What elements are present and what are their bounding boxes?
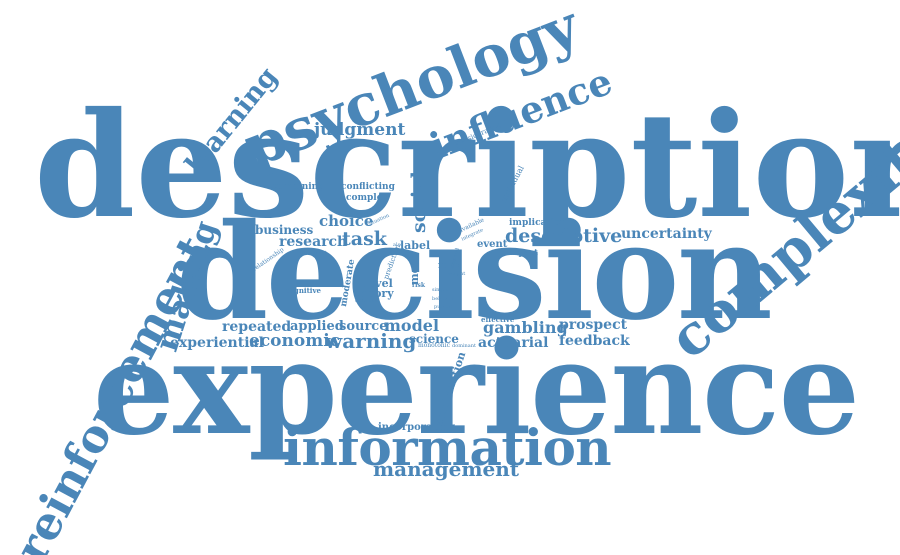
word-task: task: [342, 228, 387, 250]
word-pursuit: pursuit: [434, 304, 453, 310]
word-label: label: [400, 239, 431, 252]
word-applied: applied: [290, 319, 344, 334]
word-gambling: gambling: [483, 318, 568, 337]
word-descriptive: descriptive: [505, 225, 623, 247]
word-event: event: [477, 239, 508, 250]
word-description: description: [34, 81, 900, 251]
word-simple: simple: [432, 287, 449, 293]
word-uncertainty: uncertainty: [621, 226, 712, 242]
word-level: level: [364, 277, 393, 290]
word-behavior: behavior: [432, 296, 455, 302]
word-impact: impact: [507, 247, 538, 257]
word-feedback: feedback: [559, 333, 630, 349]
word-research: research: [279, 234, 348, 250]
word-implication: implication: [509, 218, 567, 228]
word-conflicting: conflicting: [341, 182, 395, 192]
word-incorporating: incorporating: [378, 422, 456, 433]
word-experiment: experiment: [298, 250, 327, 256]
word-business: business: [255, 223, 314, 237]
word-effective: effective: [481, 315, 515, 324]
word-social: social: [408, 171, 430, 233]
word-dominant: dominant: [452, 343, 476, 349]
word-weight: weight: [448, 271, 466, 277]
word-cognitive: cognitive: [285, 286, 321, 295]
word-monotonic: monotonic: [418, 342, 450, 349]
word-experience: experience: [93, 314, 860, 464]
word-combining: combining: [271, 182, 325, 192]
word-more: more: [408, 253, 421, 285]
word-prospect: prospect: [559, 317, 628, 333]
word-risk: risk: [412, 282, 425, 289]
word-decision: decision: [176, 195, 773, 350]
word-model: model: [384, 316, 440, 335]
word-science: science: [409, 332, 459, 346]
word-theory: theory: [354, 287, 394, 300]
word-also: also: [393, 242, 404, 248]
word-repeated: repeated: [222, 319, 292, 335]
word-source: source: [339, 319, 388, 334]
word-experiential: experiential: [170, 335, 264, 351]
word-rare: rare: [438, 261, 460, 271]
word-economic: economic: [249, 331, 341, 351]
word-information: information: [283, 418, 612, 477]
word-judgment: judgment: [314, 120, 406, 140]
word-management: management: [373, 457, 519, 481]
word-complex: complex: [346, 193, 388, 203]
word-choice: choice: [319, 212, 374, 230]
word-different: different: [355, 298, 377, 304]
word-actuarial: actuarial: [478, 335, 549, 351]
word-warning: warning: [325, 329, 417, 353]
